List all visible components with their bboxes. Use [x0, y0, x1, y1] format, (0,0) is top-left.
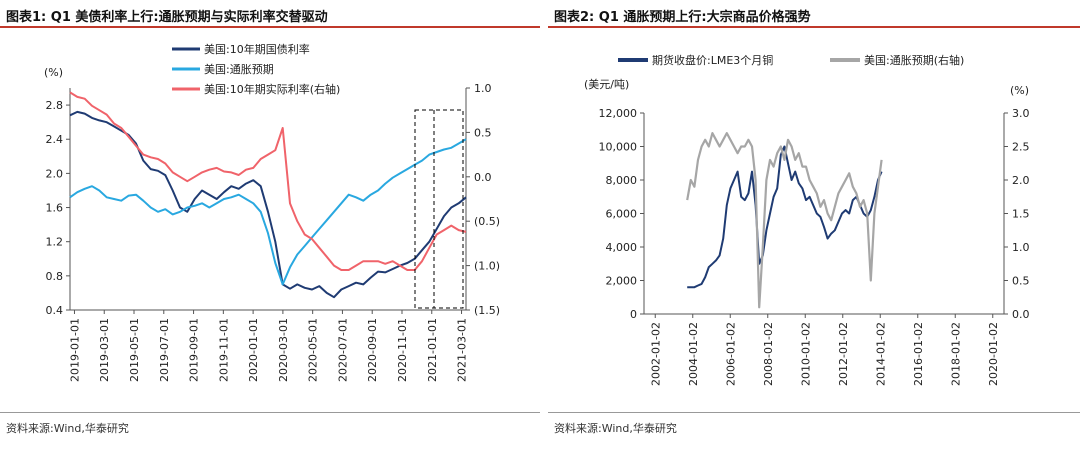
x-tick-label: 2020-01-02 [987, 322, 1000, 386]
y-left-tick-label: 0 [630, 308, 637, 321]
chart-title-right: 图表2: Q1 通胀预期上行:大宗商品价格强势 [554, 10, 811, 25]
x-tick-label: 2020-07-01 [336, 318, 349, 382]
y-right-tick-label: 1.0 [1012, 241, 1030, 254]
x-tick-label: 2008-01-02 [762, 322, 775, 386]
legend-label-1: 美国:通胀预期 [204, 63, 274, 76]
x-tick-label: 2018-01-02 [949, 322, 962, 386]
y-left-unit-label: (%) [44, 66, 63, 79]
legend-label-1: 美国:通胀预期(右轴) [864, 53, 964, 67]
y-right-tick-label: 1.5 [1012, 208, 1030, 221]
series-line-1 [686, 132, 883, 309]
y-right-tick-label: 0.5 [1012, 275, 1030, 288]
title-rule-right [548, 26, 1080, 28]
y-right-tick-label: 0.0 [1012, 308, 1030, 321]
x-tick-label: 2021-03-01 [456, 318, 469, 382]
x-tick-label: 2020-11-01 [396, 318, 409, 382]
y-left-tick-label: 6,000 [606, 208, 638, 221]
x-tick-label: 2019-03-01 [98, 318, 111, 382]
y-right-tick-label: (0.5) [474, 215, 500, 228]
y-left-tick-label: 1.6 [46, 202, 64, 215]
y-left-tick-label: 12,000 [599, 107, 638, 120]
series-line-1 [69, 138, 467, 286]
source-right: 资料来源:Wind,华泰研究 [554, 422, 677, 435]
y-left-tick-label: 2.0 [46, 167, 64, 180]
y-left-tick-label: 2,000 [606, 275, 638, 288]
series-line-0 [687, 145, 883, 289]
legend-label-2: 美国:10年期实际利率(右轴) [204, 82, 340, 96]
x-tick-label: 2004-01-02 [687, 322, 700, 386]
y-right-tick-label: (1.0) [474, 260, 500, 273]
y-right-tick-label: 0.0 [474, 171, 492, 184]
y-left-tick-label: 0.8 [46, 270, 64, 283]
y-right-tick-label: (1.5) [474, 304, 500, 317]
x-tick-label: 2019-07-01 [158, 318, 171, 382]
x-tick-label: 2019-09-01 [188, 318, 201, 382]
title-rule-left [0, 26, 540, 28]
y-left-tick-label: 2.4 [46, 133, 64, 146]
chart-left-svg: 0.4 0.8 1.2 1.6 2.0 2.4 2.8 (1.5) (1.0) (0.5) 0.0 0… [44, 42, 500, 382]
chart-panel-right: 图表2: Q1 通胀预期上行:大宗商品价格强势 0 2,000 4,000 6,000… [548, 0, 1080, 451]
y-right-tick-label: 2.5 [1012, 141, 1030, 154]
y-left-unit-label: (美元/吨) [584, 78, 629, 91]
x-tick-label: 2002-01-02 [649, 322, 662, 386]
y-left-tick-label: 8,000 [606, 174, 638, 187]
legend-label-0: 期货收盘价:LME3个月铜 [652, 53, 773, 67]
source-rule-left [0, 412, 540, 413]
y-right-tick-label: 3.0 [1012, 107, 1030, 120]
annotation-box-outer [414, 109, 464, 309]
y-right-tick-label: 0.5 [474, 126, 492, 139]
x-tick-label: 2019-01-01 [68, 318, 81, 382]
y-right-tick-label: 2.0 [1012, 174, 1030, 187]
x-tick-label: 2021-01-01 [426, 318, 439, 382]
y-left-tick-label: 4,000 [606, 241, 638, 254]
series-line-2 [69, 91, 467, 271]
chart-title-left: 图表1: Q1 美债利率上行:通胀预期与实际利率交替驱动 [6, 10, 328, 25]
y-right-unit-label: (%) [1010, 84, 1029, 97]
x-tick-label: 2020-09-01 [366, 318, 379, 382]
x-tick-label: 2019-11-01 [217, 318, 230, 382]
x-tick-label: 2006-01-02 [724, 322, 737, 386]
chart-panel-left: 图表1: Q1 美债利率上行:通胀预期与实际利率交替驱动 0.4 0.8 1.2 1.… [0, 10, 540, 435]
x-tick-label: 2010-01-02 [799, 322, 812, 386]
x-tick-label: 2020-05-01 [307, 318, 320, 382]
y-left-tick-label: 10,000 [599, 141, 638, 154]
x-tick-label: 2020-01-01 [247, 318, 260, 382]
x-tick-label: 2020-03-01 [277, 318, 290, 382]
x-tick-label: 2016-01-02 [912, 322, 925, 386]
y-left-tick-label: 0.4 [46, 304, 64, 317]
x-tick-label: 2019-05-01 [128, 318, 141, 382]
y-left-tick-label: 2.8 [46, 99, 64, 112]
x-tick-label: 2012-01-02 [837, 322, 850, 386]
y-right-tick-label: 1.0 [474, 82, 492, 95]
chart-right-svg: 0 2,000 4,000 6,000 8,000 10,000 12,000 0.0 0.5 1… [584, 53, 1030, 386]
legend-label-0: 美国:10年期国债利率 [204, 42, 310, 56]
source-rule-right [548, 412, 1080, 413]
y-left-tick-label: 1.2 [46, 236, 64, 249]
x-tick-label: 2014-01-02 [874, 322, 887, 386]
source-left: 资料来源:Wind,华泰研究 [6, 422, 129, 435]
